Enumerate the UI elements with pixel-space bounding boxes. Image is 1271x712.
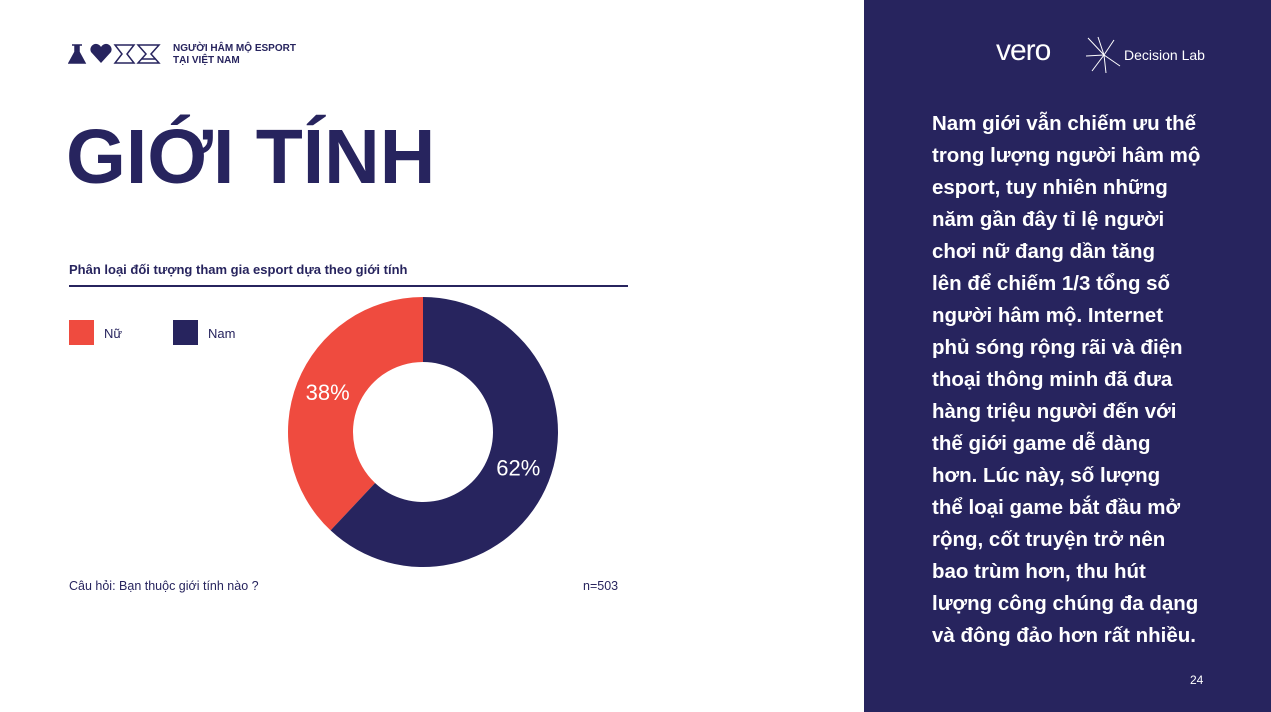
chart: Nữ Nam 38% 62% [69, 297, 558, 567]
data-label: 38% [306, 380, 350, 405]
legend-swatch [69, 320, 94, 345]
paragraph-line: thể loại game bắt đầu mở [932, 496, 1181, 519]
pie-slice [287, 297, 423, 531]
paragraph-line: thế giới game dễ dàng [932, 432, 1151, 455]
pie-slice [330, 297, 558, 567]
paragraph-line: lượng công chúng đa dạng [932, 592, 1199, 615]
paragraph-line: esport, tuy nhiên những [932, 176, 1168, 199]
question: Câu hỏi: Bạn thuộc giới tính nào ? [69, 579, 259, 593]
legend-label: Nam [208, 326, 235, 341]
paragraph-line: phủ sóng rộng rãi và điện [932, 336, 1183, 359]
chart-title: Phân loại đối tượng tham gia esport dựa … [69, 262, 408, 277]
paragraph-line: lên để chiếm 1/3 tổng số [932, 272, 1171, 295]
brand-text: NGƯỜI HÂM MỘ ESPORT TẠI VIỆT NAM [173, 43, 296, 67]
paragraph-line: Nam giới vẫn chiếm ưu thế [932, 112, 1197, 135]
heading: GIỚI TÍNH [66, 114, 436, 200]
brand-icons [68, 43, 161, 64]
paragraph-line: bao trùm hơn, thu hút [932, 560, 1146, 583]
logo-decision-lab: Decision Lab [1124, 47, 1205, 63]
page-number: 24 [1190, 673, 1204, 687]
paragraph-line: rộng, cốt truyện trở nên [932, 528, 1166, 551]
paragraph: Nam giới vẫn chiếm ưu thế trong lượng ngư… [932, 108, 1200, 652]
paragraph-line: hàng triệu người đến với [932, 400, 1177, 423]
paragraph-line: trong lượng người hâm mộ [932, 144, 1201, 167]
paragraph-line: chơi nữ đang dần tăng [932, 240, 1156, 263]
paragraph-line: thoại thông minh đã đưa [932, 368, 1173, 391]
paragraph-line: và đông đảo hơn rất nhiều. [932, 624, 1196, 647]
title-rule [69, 285, 628, 287]
legend-swatch [173, 320, 198, 345]
paragraph-line: người hâm mộ. Internet [932, 304, 1164, 327]
sample-size: n=503 [583, 579, 619, 593]
logo-vero: vero [996, 34, 1051, 67]
brand-line: NGƯỜI HÂM MỘ ESPORT [173, 43, 296, 54]
data-label: 62% [496, 456, 540, 481]
brand-line: TẠI VIỆT NAM [173, 55, 240, 66]
side-panel: vero Decision Lab Nam giới vẫn chiếm ưu … [864, 0, 1271, 712]
logo-burst [1085, 36, 1121, 74]
paragraph-line: hơn. Lúc này, số lượng [932, 464, 1161, 487]
legend-label: Nữ [104, 326, 122, 341]
paragraph-line: năm gần đây tỉ lệ người [932, 208, 1165, 231]
